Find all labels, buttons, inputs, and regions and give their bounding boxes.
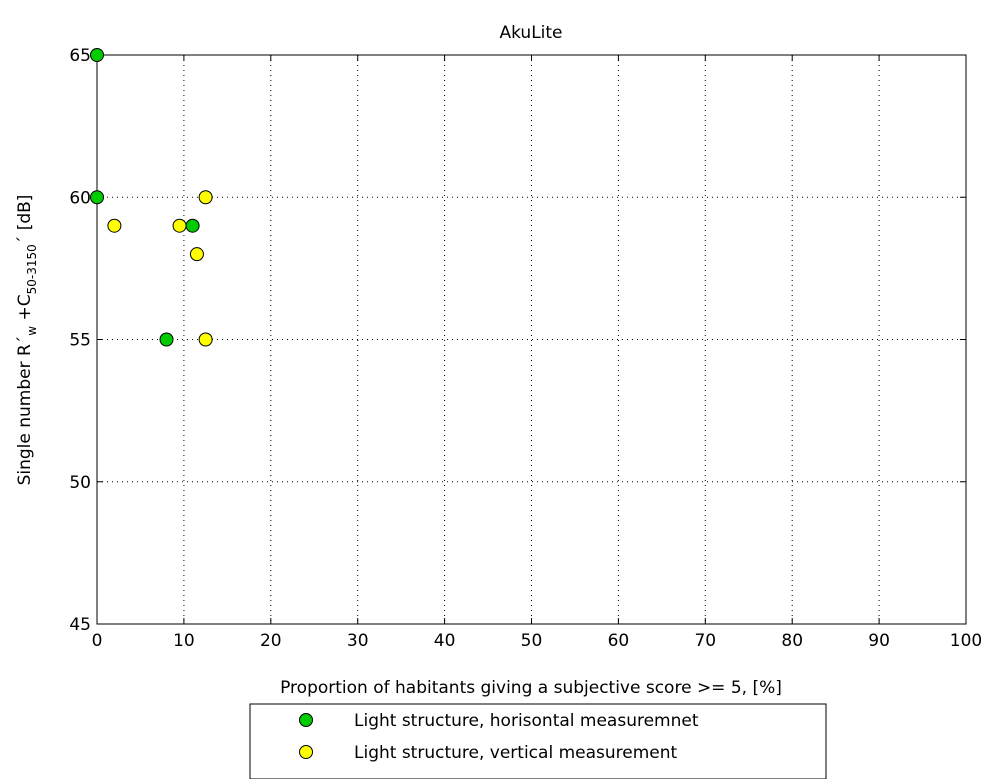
- y-tick-label: 65: [69, 46, 91, 66]
- chart-title: AkuLite: [499, 23, 562, 43]
- y-axis-label-unit: ´ [dB]: [15, 195, 35, 245]
- y-axis-label-main: Single number R´: [15, 336, 35, 486]
- x-tick-label: 70: [694, 631, 716, 651]
- x-tick-label: 90: [868, 631, 890, 651]
- legend-label-horizontal: Light structure, horisontal measuremnet: [354, 711, 699, 731]
- x-tick-label: 40: [434, 631, 456, 651]
- x-tick-label: 100: [950, 631, 982, 651]
- grid-lines: [97, 55, 966, 624]
- x-tick-label: 0: [92, 631, 103, 651]
- y-tick-label: 55: [69, 331, 91, 351]
- data-markers: [90, 48, 213, 347]
- axis-ticks: 0 10 20 30 40 50 60 70 80 90 100 45 50 55 60 65: [69, 46, 982, 651]
- legend-marker-horizontal: [299, 713, 313, 727]
- legend: Light structure, horisontal measuremnet …: [249, 703, 827, 779]
- x-tick-label: 50: [521, 631, 543, 651]
- data-point-horizontal: [90, 48, 104, 62]
- data-point-vertical: [107, 218, 122, 233]
- data-point-vertical: [198, 332, 213, 347]
- y-axis-label-sub-w: w: [25, 326, 39, 336]
- data-point-vertical: [172, 218, 187, 233]
- data-point-horizontal: [159, 332, 174, 347]
- x-tick-label: 80: [781, 631, 803, 651]
- y-axis-label-sub-range: 50-3150: [25, 244, 39, 294]
- data-point-vertical: [198, 190, 213, 205]
- data-point-horizontal: [90, 190, 104, 205]
- x-tick-label: 60: [608, 631, 630, 651]
- x-axis-label: Proportion of habitants giving a subject…: [280, 678, 782, 698]
- y-tick-label: 50: [69, 473, 91, 493]
- legend-marker-vertical: [299, 745, 313, 759]
- legend-label-vertical: Light structure, vertical measurement: [354, 743, 678, 763]
- data-point-horizontal: [185, 218, 200, 233]
- y-axis-label-plus-c: +C: [15, 294, 35, 326]
- y-tick-label: 60: [69, 188, 91, 208]
- y-axis-label: Single number R´w +C50-3150´ [dB]: [15, 195, 39, 486]
- legend-box: [249, 703, 827, 779]
- x-tick-label: 10: [173, 631, 195, 651]
- data-point-vertical: [189, 247, 204, 262]
- y-tick-label: 45: [69, 615, 91, 635]
- x-tick-label: 20: [260, 631, 282, 651]
- x-tick-label: 30: [347, 631, 369, 651]
